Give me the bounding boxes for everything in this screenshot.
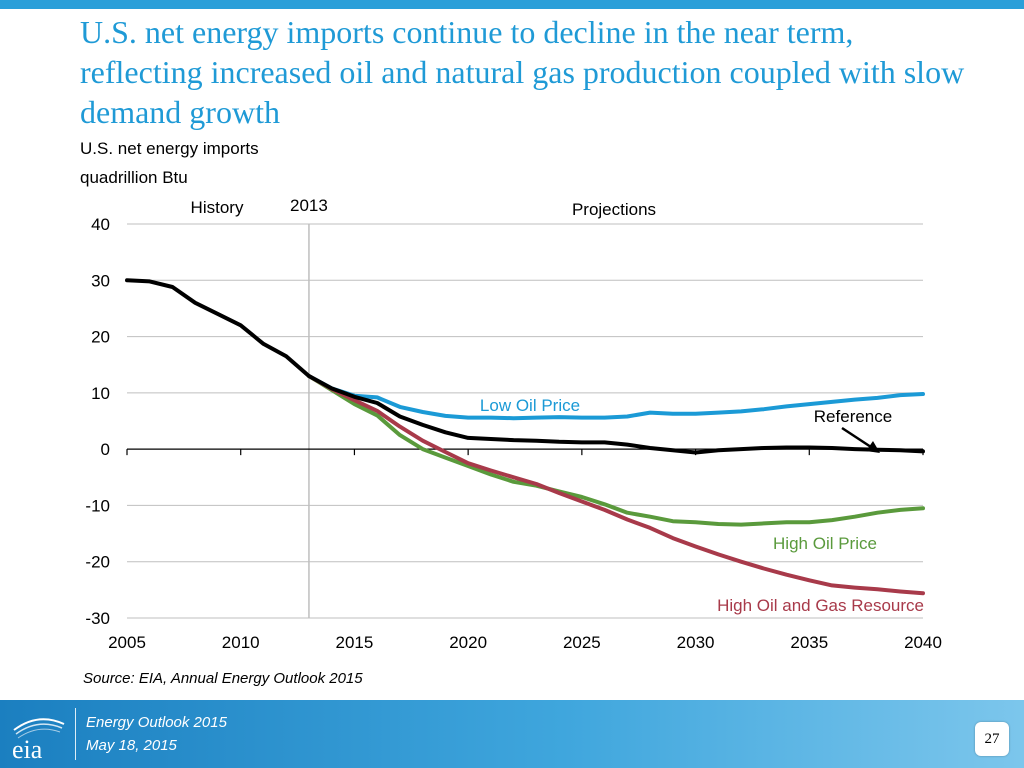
y-tick-label: 30: [91, 271, 110, 290]
footer-divider: [75, 708, 76, 760]
y-tick-label: 10: [91, 384, 110, 403]
x-axis: [126, 448, 924, 456]
page-number: 27: [975, 722, 1009, 756]
history-label: History: [191, 198, 244, 217]
chart-subtitle: U.S. net energy imports: [80, 139, 259, 158]
y-tick-label: 20: [91, 328, 110, 347]
divider-year-label: 2013: [290, 196, 328, 215]
y-tick-label: -10: [85, 496, 110, 515]
y-tick-label: 0: [101, 440, 110, 459]
footer-title: Energy Outlook 2015: [86, 714, 227, 731]
y-tick-label: 40: [91, 215, 110, 234]
low-oil-price-label: Low Oil Price: [480, 396, 580, 415]
reference-label: Reference: [814, 407, 892, 426]
x-tick-label: 2015: [336, 633, 374, 652]
x-tick-label: 2030: [677, 633, 715, 652]
x-tick-label: 2005: [108, 633, 146, 652]
chart-units: quadrillion Btu: [80, 168, 188, 187]
high-oil-price-label: High Oil Price: [773, 534, 877, 553]
source-note: Source: EIA, Annual Energy Outlook 2015: [83, 670, 363, 687]
series-line-high-oil-price: [306, 374, 925, 527]
footer-bar: eia Energy Outlook 2015 May 18, 2015 27: [0, 700, 1024, 768]
top-accent-bar: [0, 0, 1024, 9]
series-line-low-oil-price: [306, 374, 925, 421]
x-tick-label: 2025: [563, 633, 601, 652]
footer-date: May 18, 2015: [86, 737, 177, 754]
gridlines: [127, 223, 923, 619]
y-tick-label: -20: [85, 553, 110, 572]
x-tick-label: 2010: [222, 633, 260, 652]
x-tick-label: 2035: [790, 633, 828, 652]
series-lines: [125, 278, 925, 596]
reference-arrow: [841, 426, 875, 451]
series-line-high-oil-and-gas-resource: [306, 374, 925, 596]
slide-title: U.S. net energy imports continue to decl…: [80, 14, 965, 130]
projections-label: Projections: [572, 200, 656, 219]
x-tick-label: 2040: [904, 633, 942, 652]
eia-logo: eia: [8, 706, 68, 764]
high-oil-gas-resource-label: High Oil and Gas Resource: [717, 596, 924, 615]
reference-arrow-head: [866, 441, 880, 453]
series-line-reference: [125, 278, 925, 455]
logo-wordmark: eia: [12, 735, 43, 762]
x-tick-label: 2020: [449, 633, 487, 652]
y-tick-label: -30: [85, 609, 110, 628]
